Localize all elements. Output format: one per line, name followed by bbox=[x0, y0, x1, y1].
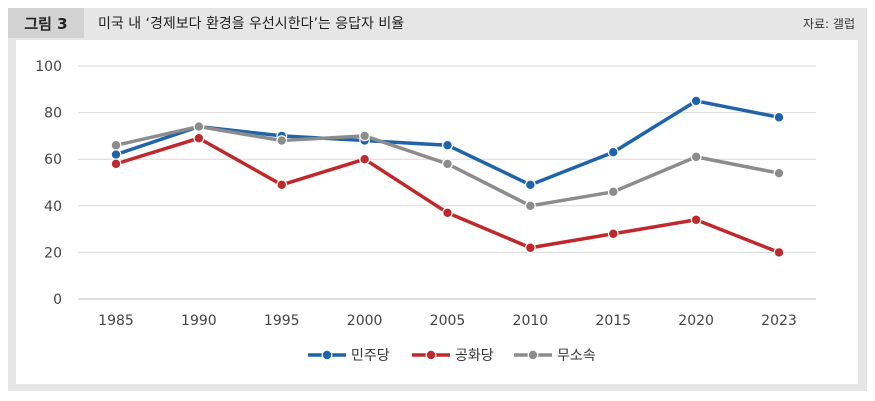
data-point-1-2020 bbox=[690, 95, 702, 107]
data-point-3-1995 bbox=[276, 135, 288, 146]
x-tick-label-1990: 1990 bbox=[181, 313, 217, 329]
data-point-2-2000 bbox=[359, 153, 371, 165]
data-point-2-1990 bbox=[193, 132, 205, 144]
x-tick-label-2015: 2015 bbox=[595, 313, 631, 329]
legend-label-2: 공화당 bbox=[455, 348, 494, 364]
figure-header: 그림 3 미국 내 ‘경제보다 환경을 우선시한다’는 응답자 비율 자료: 갤… bbox=[8, 8, 867, 38]
y-tick-label-60: 60 bbox=[44, 152, 62, 168]
y-tick-label-40: 40 bbox=[44, 199, 62, 215]
data-point-1-2005 bbox=[442, 139, 453, 151]
data-point-3-2023 bbox=[773, 167, 785, 179]
legend-marker-3 bbox=[527, 349, 539, 361]
chart-title: 미국 내 ‘경제보다 환경을 우선시한다’는 응답자 비율 bbox=[98, 16, 405, 32]
data-point-2-2023 bbox=[773, 246, 785, 258]
data-point-2-2020 bbox=[690, 214, 702, 226]
legend-marker-2 bbox=[425, 349, 437, 361]
data-point-3-2015 bbox=[607, 186, 619, 198]
y-tick-label-20: 20 bbox=[44, 245, 62, 261]
data-point-3-1990 bbox=[193, 121, 205, 132]
legend-marker-1 bbox=[321, 349, 333, 361]
data-point-3-2020 bbox=[690, 151, 702, 163]
y-tick-label-80: 80 bbox=[44, 106, 62, 122]
source-note: 자료: 갤럽 bbox=[802, 16, 855, 31]
data-point-3-2000 bbox=[359, 130, 371, 142]
x-tick-label-1985: 1985 bbox=[98, 313, 134, 329]
y-tick-label-100: 100 bbox=[35, 59, 62, 75]
data-point-2-2015 bbox=[607, 228, 619, 240]
data-point-2-2005 bbox=[442, 207, 453, 219]
legend-label-3: 무소속 bbox=[557, 348, 596, 364]
data-point-1-2015 bbox=[607, 146, 619, 158]
data-point-1-2010 bbox=[524, 179, 536, 191]
line-chart: 0 20 40 60 80 100 1985 1990 1995 2000 2005 2010 2015… bbox=[35, 59, 816, 364]
y-tick-label-0: 0 bbox=[53, 292, 62, 308]
x-tick-label-1995: 1995 bbox=[264, 313, 300, 329]
x-tick-label-2010: 2010 bbox=[513, 313, 549, 329]
figure-label: 그림 3 bbox=[8, 8, 84, 38]
data-point-2-1985 bbox=[110, 158, 122, 170]
x-tick-label-2005: 2005 bbox=[430, 313, 466, 329]
series-line-2 bbox=[115, 136, 780, 255]
chart-panel: 0 20 40 60 80 100 1985 1990 1995 2000 2005 2010 2015… bbox=[16, 40, 858, 384]
data-point-2-2010 bbox=[524, 242, 536, 254]
x-tick-label-2023: 2023 bbox=[761, 313, 797, 329]
x-tick-label-2000: 2000 bbox=[347, 313, 383, 329]
legend-label-1: 민주당 bbox=[351, 348, 390, 364]
data-point-3-2005 bbox=[442, 158, 453, 170]
data-point-2-1995 bbox=[276, 179, 288, 191]
x-tick-label-2020: 2020 bbox=[678, 313, 714, 329]
data-point-1-2023 bbox=[773, 111, 785, 123]
data-point-3-2010 bbox=[524, 200, 536, 212]
data-point-1-1985 bbox=[110, 149, 122, 160]
data-point-3-1985 bbox=[110, 139, 122, 151]
